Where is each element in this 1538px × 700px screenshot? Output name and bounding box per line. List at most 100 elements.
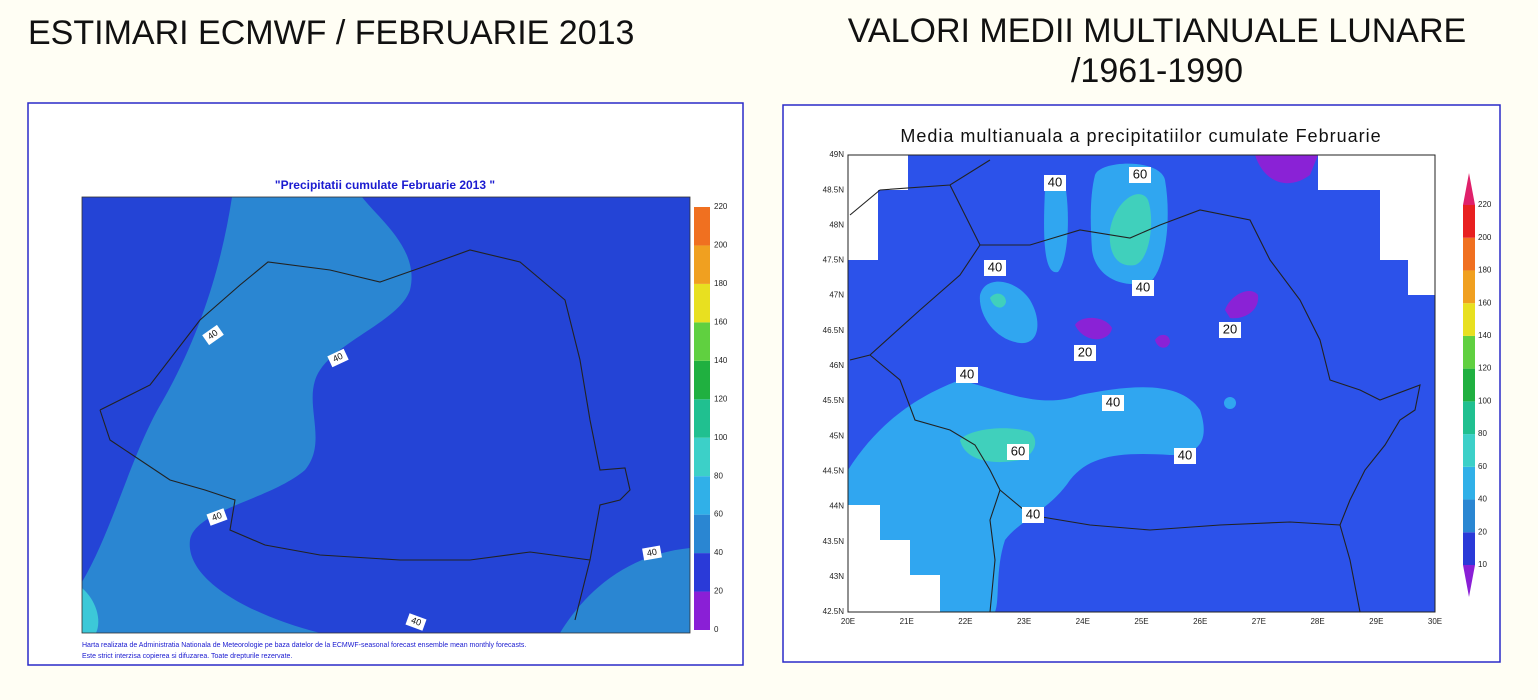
label-box bbox=[1219, 322, 1241, 338]
lat-label: 46N bbox=[829, 361, 844, 370]
colorbar-label: 120 bbox=[714, 394, 728, 403]
lon-label: 25E bbox=[1134, 617, 1148, 626]
colorbar: 10 20 40 60 80 100 120 140 160 180 200 220 bbox=[1463, 173, 1492, 597]
contour-label: 20 bbox=[1078, 344, 1092, 359]
colorbar-end bbox=[1463, 173, 1475, 205]
map-title: Media multianuala a precipitatiilor cumu… bbox=[900, 126, 1381, 146]
right-heading: VALORI MEDII MULTIANUALE LUNARE bbox=[848, 12, 1466, 50]
no-data bbox=[848, 505, 940, 612]
colorbar-segment bbox=[694, 207, 710, 246]
lon-label: 24E bbox=[1076, 617, 1090, 626]
colorbar-segment bbox=[1463, 466, 1475, 500]
map-frame bbox=[81, 196, 691, 634]
colorbar-label: 120 bbox=[1478, 364, 1492, 373]
contour-label: 40 bbox=[960, 366, 974, 381]
no-data bbox=[1318, 155, 1435, 295]
contour-label: 60 bbox=[1133, 166, 1147, 181]
country-border bbox=[99, 249, 631, 621]
contour-label: 40 bbox=[988, 259, 1002, 274]
right-map-panel: Media multianuala a precipitatiilor cumu… bbox=[782, 104, 1501, 663]
label-box bbox=[956, 367, 978, 383]
contour-label-text: 40 bbox=[331, 351, 344, 364]
footnote: Este strict interzisa copierea si difuza… bbox=[82, 653, 292, 660]
lat-label: 43N bbox=[829, 572, 844, 581]
lon-label: 29E bbox=[1369, 617, 1383, 626]
map-frame bbox=[847, 154, 1436, 613]
contour-label: 40 bbox=[1136, 279, 1150, 294]
left-heading: ESTIMARI ECMWF / FEBRUARIE 2013 bbox=[28, 14, 634, 52]
contour-label: 40 bbox=[1048, 174, 1062, 189]
label-box bbox=[1074, 345, 1096, 361]
colorbar-label: 140 bbox=[1478, 331, 1492, 340]
contour-label: 40 bbox=[202, 324, 224, 346]
footnote: Harta realizata de Administratia Nationa… bbox=[82, 642, 526, 649]
colorbar-label: 60 bbox=[714, 510, 723, 519]
colorbar-segment bbox=[694, 360, 710, 400]
colorbar-label: 220 bbox=[714, 202, 728, 211]
lat-label: 49N bbox=[829, 150, 844, 159]
lon-label: 23E bbox=[1017, 617, 1031, 626]
left-map-panel: "Precipitatii cumulate Februarie 2013 " … bbox=[27, 102, 744, 666]
label-box bbox=[1132, 280, 1154, 296]
label-box bbox=[1174, 448, 1196, 464]
precip-region bbox=[990, 293, 1006, 308]
colorbar: 0 20 40 60 80 100 120 140 160 180 200 220 bbox=[694, 202, 728, 634]
lon-label: 26E bbox=[1193, 617, 1207, 626]
contour-label: 40 bbox=[1106, 394, 1120, 409]
country-border bbox=[849, 159, 1421, 613]
label-box bbox=[1007, 444, 1029, 460]
lat-label: 43.5N bbox=[823, 537, 845, 546]
contour-label-text: 40 bbox=[206, 328, 220, 342]
colorbar-segment bbox=[694, 591, 710, 630]
colorbar-label: 100 bbox=[714, 433, 728, 442]
colorbar-label: 180 bbox=[1478, 266, 1492, 275]
colorbar-segment bbox=[694, 399, 710, 438]
colorbar-segment bbox=[694, 245, 710, 284]
lat-label: 45N bbox=[829, 431, 844, 440]
colorbar-segment bbox=[694, 476, 710, 515]
contour-label: 40 bbox=[327, 348, 349, 368]
contour-label: 40 bbox=[1178, 447, 1192, 462]
lon-label: 20E bbox=[841, 617, 855, 626]
colorbar-label: 220 bbox=[1478, 200, 1492, 209]
contour-label-text: 40 bbox=[646, 547, 658, 559]
colorbar-segment bbox=[694, 514, 710, 554]
lat-label: 48N bbox=[829, 220, 844, 229]
label-box bbox=[202, 324, 224, 346]
colorbar-label: 20 bbox=[1478, 527, 1487, 536]
colorbar-segment bbox=[1463, 499, 1475, 533]
colorbar-label: 180 bbox=[714, 279, 728, 288]
label-box bbox=[327, 348, 349, 368]
precip-region bbox=[1075, 317, 1112, 340]
no-data bbox=[848, 155, 908, 260]
colorbar-segment bbox=[1463, 368, 1475, 402]
colorbar-segment bbox=[1463, 270, 1475, 304]
colorbar-segment bbox=[1463, 303, 1475, 336]
colorbar-label: 0 bbox=[714, 625, 719, 634]
colorbar-segment bbox=[1463, 205, 1475, 238]
colorbar-segment bbox=[1463, 401, 1475, 435]
colorbar-segment bbox=[694, 437, 710, 477]
map-title: "Precipitatii cumulate Februarie 2013 " bbox=[275, 178, 495, 192]
colorbar-segment bbox=[1463, 434, 1475, 467]
colorbar-label: 10 bbox=[1478, 560, 1487, 569]
lat-label: 48.5N bbox=[823, 185, 845, 194]
label-box bbox=[984, 260, 1006, 276]
lon-label: 22E bbox=[958, 617, 972, 626]
colorbar-label: 40 bbox=[714, 548, 723, 557]
precip-region bbox=[1155, 334, 1170, 348]
contour-label: 40 bbox=[206, 508, 228, 526]
colorbar-segment bbox=[694, 283, 710, 323]
precip-region bbox=[1224, 397, 1236, 409]
contour-label: 40 bbox=[1026, 506, 1040, 521]
colorbar-label: 160 bbox=[1478, 298, 1492, 307]
precip-region bbox=[1044, 178, 1068, 273]
lon-label: 21E bbox=[900, 617, 914, 626]
colorbar-segment bbox=[1463, 335, 1475, 369]
lat-label: 47N bbox=[829, 291, 844, 300]
lon-label: 27E bbox=[1252, 617, 1266, 626]
precip-region bbox=[1255, 155, 1318, 184]
colorbar-label: 20 bbox=[714, 587, 723, 596]
colorbar-label: 40 bbox=[1478, 495, 1487, 504]
